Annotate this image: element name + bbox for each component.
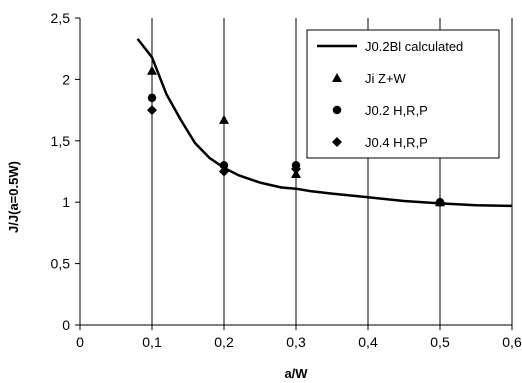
y-tick-label: 1 <box>62 194 70 210</box>
y-tick-label: 1,5 <box>51 133 71 149</box>
y-tick-label: 2 <box>62 71 70 87</box>
x-tick-label: 0 <box>76 334 84 350</box>
y-tick-label: 2,5 <box>51 10 71 26</box>
x-tick-label: 0,4 <box>358 334 378 350</box>
y-axis-label: J/J(a=0.5W) <box>6 161 21 233</box>
series-layer <box>136 38 513 208</box>
data-point-triangle <box>147 65 157 75</box>
legend-label: J0.2Bl calculated <box>365 39 463 54</box>
x-axis-label: a/W <box>284 366 308 381</box>
data-point-circle <box>147 93 157 103</box>
tick-labels: 0 0,1 0,2 0,3 0,4 0,5 0,6 0 0,5 1 1,5 2 2,5 <box>51 10 522 350</box>
y-tick-label: 0,5 <box>51 256 71 272</box>
x-tick-label: 0,3 <box>286 334 306 350</box>
data-point-diamond <box>291 164 301 175</box>
x-tick-label: 0,1 <box>142 334 162 350</box>
data-point-diamond <box>147 105 157 116</box>
data-point-diamond <box>435 197 445 208</box>
legend-label: J0.4 H,R,P <box>365 135 428 150</box>
x-tick-label: 0,5 <box>430 334 450 350</box>
legend-key-circle <box>332 105 342 115</box>
legend: J0.2Bl calculated Ji Z+W J0.2 H,R,P J0.4 H,… <box>306 29 500 159</box>
legend-box <box>306 29 500 159</box>
legend-label: Ji Z+W <box>365 71 407 86</box>
legend-key-diamond <box>332 137 342 147</box>
axes <box>75 17 513 330</box>
x-tick-label: 0,2 <box>214 334 234 350</box>
legend-label: J0.2 H,R,P <box>365 103 428 118</box>
legend-key-triangle <box>332 73 342 82</box>
x-tick-label: 0,6 <box>502 334 522 350</box>
series-line-0 <box>136 38 513 208</box>
data-point-circle <box>219 161 229 170</box>
data-point-triangle <box>219 114 229 124</box>
data-point-diamond <box>219 166 229 177</box>
y-tick-label: 0 <box>62 317 70 333</box>
